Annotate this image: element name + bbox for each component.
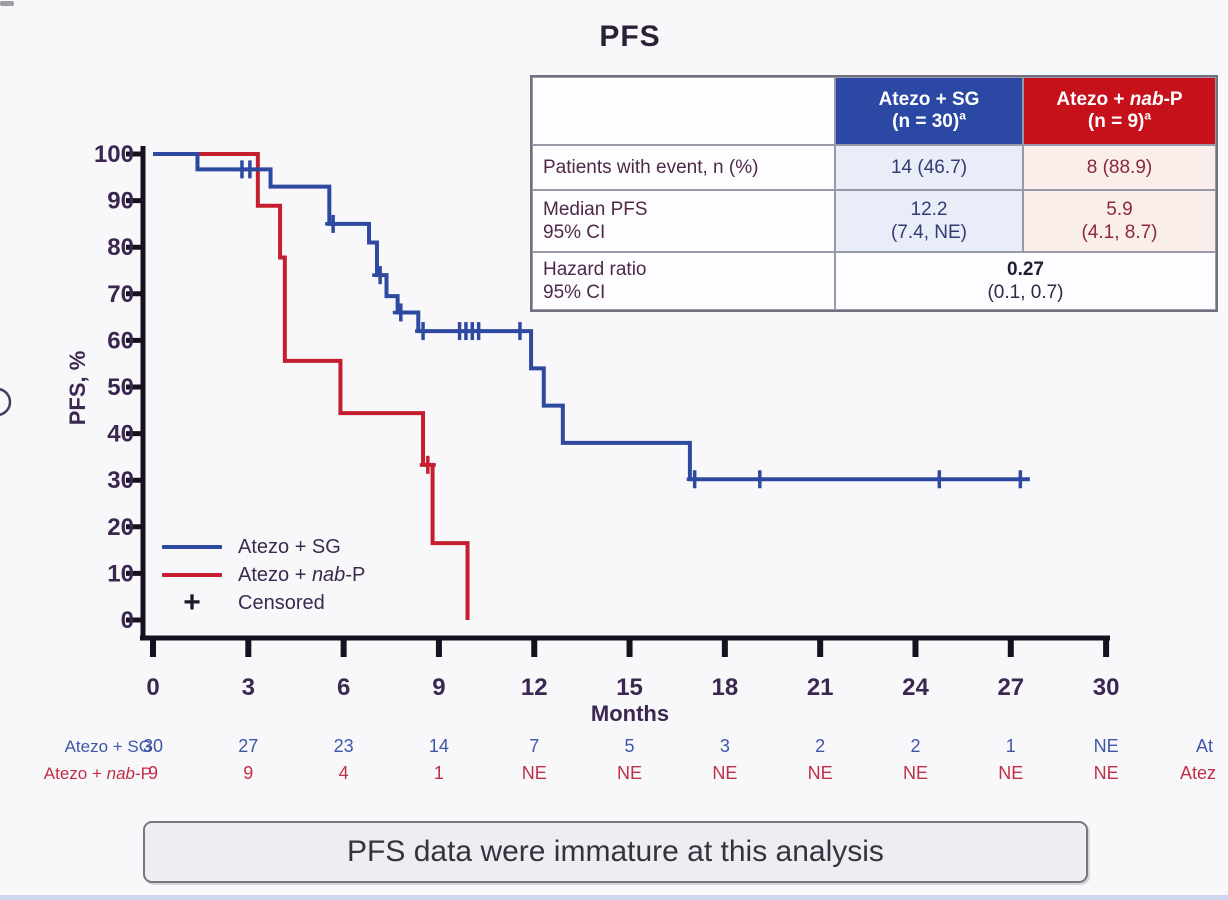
atrisk-value: 5 <box>625 736 635 756</box>
atrisk-value: NE <box>712 763 737 783</box>
row-hazard-label: Hazard ratio 95% CI <box>532 252 835 310</box>
legend-label: Atezo + SG <box>238 535 341 558</box>
y-tick-label: 0 <box>121 607 134 634</box>
y-tick-label: 20 <box>107 514 134 541</box>
x-tick-label: 6 <box>337 674 350 701</box>
row-patients-label: Patients with event, n (%) <box>532 145 835 190</box>
y-tick-label: 70 <box>107 281 134 308</box>
x-tick-label: 12 <box>521 674 548 701</box>
atrisk-value: 7 <box>529 736 539 756</box>
stats-table: Atezo + SG (n = 30)a Atezo + nab-P (n = … <box>530 75 1218 312</box>
atrisk-truncated-label: At <box>1196 736 1213 756</box>
legend-item-censored: + Censored <box>162 586 365 619</box>
atrisk-value: NE <box>903 763 928 783</box>
y-tick-label: 100 <box>94 141 134 168</box>
atrisk-value: 9 <box>148 763 158 783</box>
bottom-edge-strip <box>0 895 1228 900</box>
atrisk-value: 1 <box>434 763 444 783</box>
legend-item-atezo-nabp: Atezo + nab-P <box>162 561 365 589</box>
y-tick-label: 30 <box>107 467 134 494</box>
row-patients-sg-value: 14 (46.7) <box>835 145 1023 190</box>
atrisk-value: 1 <box>1006 736 1016 756</box>
stats-header-atezo-sg: Atezo + SG (n = 30)a <box>835 77 1023 145</box>
x-tick-label: 18 <box>712 674 739 701</box>
x-tick-label: 0 <box>146 674 159 701</box>
x-axis-title: Months <box>590 701 670 726</box>
atrisk-value: NE <box>1094 736 1119 756</box>
atrisk-label-atezo-nabp: Atezo + nab-P <box>43 764 152 783</box>
stats-header-atezo-nabp: Atezo + nab-P (n = 9)a <box>1023 77 1216 145</box>
x-tick-label: 3 <box>242 674 255 701</box>
page-title: PFS <box>599 20 661 53</box>
atrisk-value: 9 <box>243 763 253 783</box>
atrisk-value: 2 <box>815 736 825 756</box>
y-tick-label: 10 <box>107 560 134 587</box>
x-tick-label: 9 <box>432 674 445 701</box>
pfs-curve-atezo-nab-p <box>153 152 470 620</box>
y-tick-label: 40 <box>107 421 134 448</box>
atrisk-value: NE <box>998 763 1023 783</box>
footer-note: PFS data were immature at this analysis <box>143 821 1088 883</box>
atrisk-value: 30 <box>143 736 163 756</box>
censored-plus-icon: + <box>183 586 201 619</box>
atrisk-value: 23 <box>334 736 354 756</box>
row-median-sg-value: 12.2 (7.4, NE) <box>835 190 1023 252</box>
x-tick-label: 30 <box>1093 674 1120 701</box>
row-median-label: Median PFS 95% CI <box>532 190 835 252</box>
atrisk-value: 14 <box>429 736 449 756</box>
x-tick-label: 21 <box>807 674 834 701</box>
stats-header-blank <box>532 77 835 145</box>
atrisk-value: NE <box>1094 763 1119 783</box>
atrisk-value: 3 <box>720 736 730 756</box>
row-median-nabp-value: 5.9 (4.1, 8.7) <box>1023 190 1216 252</box>
sg-line-swatch-icon <box>162 545 222 549</box>
legend-label: Atezo + nab-P <box>238 563 366 586</box>
y-tick-label: 50 <box>107 374 134 401</box>
atrisk-value: 27 <box>238 736 258 756</box>
nabp-line-swatch-icon <box>162 573 222 577</box>
y-tick-label: 90 <box>107 188 134 215</box>
atrisk-value: NE <box>522 763 547 783</box>
x-tick-label: 27 <box>997 674 1024 701</box>
crop-artifact-left-arc <box>0 388 12 416</box>
row-patients-nabp-value: 8 (88.9) <box>1023 145 1216 190</box>
crop-artifact-topleft <box>0 1 14 6</box>
atrisk-value: 4 <box>339 763 349 783</box>
atrisk-label-atezo-sg: Atezo + SG <box>64 737 152 756</box>
y-axis-title: PFS, % <box>65 350 90 426</box>
atrisk-value: NE <box>808 763 833 783</box>
y-tick-label: 80 <box>107 234 134 261</box>
x-tick-label: 24 <box>902 674 929 701</box>
pfs-curve-atezo-sg <box>153 152 1030 482</box>
atrisk-truncated-label: Atez <box>1180 763 1216 783</box>
atrisk-value: 2 <box>910 736 920 756</box>
y-tick-label: 60 <box>107 327 134 354</box>
row-hazard-value: 0.27 (0.1, 0.7) <box>835 252 1216 310</box>
x-tick-label: 15 <box>616 674 643 701</box>
legend-label: Censored <box>238 591 325 614</box>
legend-item-atezo-sg: Atezo + SG <box>162 533 365 561</box>
atrisk-value: NE <box>617 763 642 783</box>
legend: Atezo + SG Atezo + nab-P + Censored <box>162 533 365 619</box>
